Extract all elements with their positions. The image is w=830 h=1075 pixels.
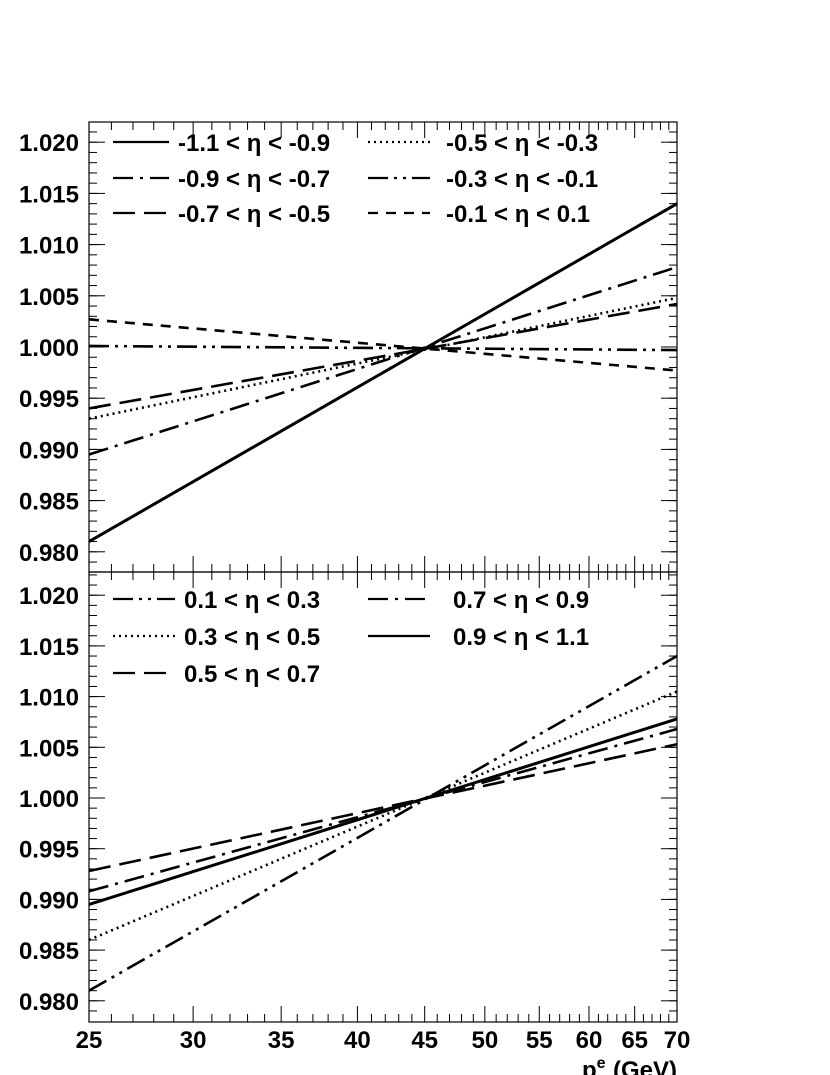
- y-tick-label: 0.985: [19, 938, 79, 965]
- series-line: [88, 202, 678, 543]
- y-tick-label: 0.990: [19, 437, 79, 464]
- legend-label: -0.9 < η < -0.7: [178, 166, 330, 193]
- series-line: [88, 318, 678, 372]
- series-line: [88, 717, 678, 906]
- top-panel: 0.980 0.985 0.990 0.995 1.000 1.005 1.010 1.015…: [19, 121, 678, 573]
- legend-label: 0.5 < η < 0.7: [184, 661, 320, 688]
- series-line: [88, 690, 678, 942]
- y-tick-label: 1.020: [19, 130, 79, 157]
- x-tick-label: 45: [411, 1027, 438, 1054]
- legend-label: 0.7 < η < 0.9: [453, 587, 589, 614]
- legend-label: 0.9 < η < 1.1: [453, 624, 589, 651]
- y-tick-label: 0.995: [19, 386, 79, 413]
- y-tick-label: 1.005: [19, 735, 79, 762]
- y-tick-label: 0.995: [19, 837, 79, 864]
- y-tick-label: 1.000: [19, 335, 79, 362]
- y-tick-label: 1.005: [19, 284, 79, 311]
- legend-label: 0.3 < η < 0.5: [184, 624, 320, 651]
- y-tick-label: 1.020: [19, 583, 79, 610]
- x-tick-label: 65: [621, 1027, 648, 1054]
- legend-label: -0.7 < η < -0.5: [178, 201, 330, 228]
- legend-label: -0.1 < η < 0.1: [446, 201, 590, 228]
- series-line: [88, 742, 678, 873]
- series-line: [88, 654, 678, 992]
- legend-label: -1.1 < η < -0.9: [178, 130, 330, 157]
- plot-frame: [88, 571, 678, 1023]
- series-line: [88, 296, 678, 420]
- y-tick-label: 0.985: [19, 489, 79, 516]
- legend-label: -0.5 < η < -0.3: [446, 130, 598, 157]
- x-tick-label: 70: [664, 1027, 691, 1054]
- series-line: [88, 265, 678, 456]
- x-tick-label: 50: [471, 1027, 498, 1054]
- bottom-panel: 0.980 0.985 0.990 0.995 1.000 1.005 1.010 1.015…: [19, 571, 691, 1075]
- x-tick-label: 25: [76, 1027, 103, 1054]
- y-tick-label: 1.010: [19, 233, 79, 260]
- y-tick-label: 1.015: [19, 181, 79, 208]
- series-line: [88, 302, 678, 410]
- x-tick-label: 55: [526, 1027, 553, 1054]
- y-tick-label: 1.000: [19, 786, 79, 813]
- x-tick-label: 35: [268, 1027, 295, 1054]
- y-tick-label: 0.980: [19, 989, 79, 1016]
- x-tick-label: 30: [180, 1027, 207, 1054]
- y-tick-label: 1.015: [19, 634, 79, 661]
- legend-label: 0.1 < η < 0.3: [184, 587, 320, 614]
- x-axis-title: peT (GeV): [582, 1055, 677, 1075]
- x-tick-label: 60: [576, 1027, 603, 1054]
- y-tick-label: 0.980: [19, 540, 79, 567]
- y-tick-label: 1.010: [19, 685, 79, 712]
- x-tick-label: 40: [344, 1027, 371, 1054]
- legend-label: -0.3 < η < -0.1: [446, 166, 598, 193]
- y-tick-label: 0.990: [19, 887, 79, 914]
- series-line: [88, 344, 678, 352]
